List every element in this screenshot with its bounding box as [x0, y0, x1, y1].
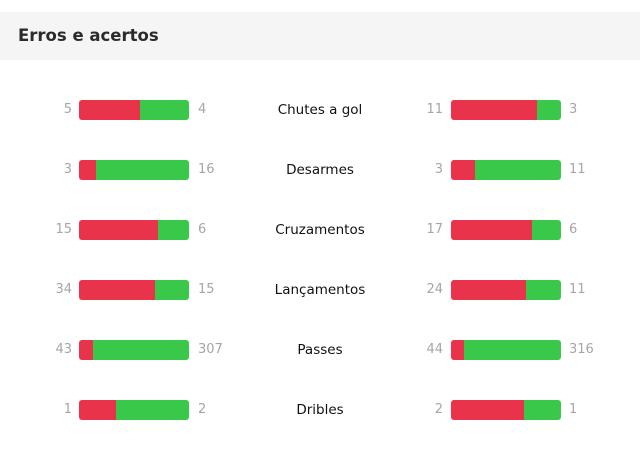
left-ratio-bar	[79, 220, 189, 240]
right-errors-count: 44	[426, 342, 443, 357]
stat-row: 34 15 Lançamentos 24 11	[0, 260, 640, 320]
stats-list: 5 4 Chutes a gol 11 3 3 16 Desarmes 3 11 15 6 Cruzam…	[0, 80, 640, 440]
left-successes-segment	[92, 340, 189, 360]
right-errors-segment	[451, 160, 475, 180]
stat-row: 3 16 Desarmes 3 11	[0, 140, 640, 200]
panel-title: Erros e acertos	[18, 26, 159, 45]
left-successes-segment	[157, 220, 189, 240]
left-successes-count: 15	[198, 282, 215, 297]
right-ratio-bar	[451, 100, 561, 120]
stat-label: Dribles	[296, 402, 344, 418]
left-errors-count: 1	[63, 402, 72, 417]
left-errors-segment	[79, 340, 93, 360]
left-successes-count: 2	[198, 402, 207, 417]
right-successes-segment	[524, 400, 561, 420]
stat-label: Lançamentos	[274, 282, 366, 298]
stat-row: 1 2 Dribles 2 1	[0, 380, 640, 440]
left-errors-count: 34	[55, 282, 72, 297]
left-errors-count: 5	[63, 102, 72, 117]
right-ratio-bar	[451, 220, 561, 240]
right-errors-segment	[451, 220, 533, 240]
right-errors-count: 11	[426, 102, 443, 117]
right-successes-count: 11	[569, 282, 586, 297]
right-errors-count: 17	[426, 222, 443, 237]
right-successes-count: 316	[569, 342, 594, 357]
left-errors-count: 3	[63, 162, 72, 177]
left-successes-count: 6	[198, 222, 207, 237]
right-successes-segment	[474, 160, 561, 180]
left-errors-segment	[79, 220, 158, 240]
left-successes-count: 16	[198, 162, 215, 177]
left-successes-segment	[140, 100, 189, 120]
right-ratio-bar	[451, 340, 561, 360]
right-successes-count: 11	[569, 162, 586, 177]
left-errors-count: 43	[55, 342, 72, 357]
right-errors-segment	[451, 280, 527, 300]
right-errors-segment	[451, 400, 525, 420]
left-successes-segment	[96, 160, 189, 180]
right-successes-count: 3	[569, 102, 578, 117]
left-errors-segment	[79, 160, 97, 180]
left-errors-segment	[79, 400, 116, 420]
left-successes-count: 307	[198, 342, 223, 357]
stat-label: Chutes a gol	[277, 102, 363, 118]
left-errors-segment	[79, 100, 141, 120]
left-successes-segment	[155, 280, 189, 300]
left-successes-count: 4	[198, 102, 207, 117]
left-ratio-bar	[79, 400, 189, 420]
right-ratio-bar	[451, 400, 561, 420]
left-errors-count: 15	[55, 222, 72, 237]
right-successes-segment	[532, 220, 561, 240]
left-ratio-bar	[79, 100, 189, 120]
right-ratio-bar	[451, 160, 561, 180]
stat-label: Passes	[297, 342, 343, 358]
right-successes-count: 6	[569, 222, 578, 237]
right-successes-segment	[464, 340, 561, 360]
stat-label: Desarmes	[286, 162, 354, 178]
left-errors-segment	[79, 280, 156, 300]
right-errors-segment	[451, 340, 465, 360]
right-errors-segment	[451, 100, 538, 120]
left-successes-segment	[115, 400, 189, 420]
right-successes-segment	[526, 280, 561, 300]
stat-label: Cruzamentos	[275, 222, 365, 238]
left-ratio-bar	[79, 340, 189, 360]
left-ratio-bar	[79, 160, 189, 180]
stat-row: 5 4 Chutes a gol 11 3	[0, 80, 640, 140]
right-errors-count: 2	[434, 402, 443, 417]
right-errors-count: 3	[434, 162, 443, 177]
left-ratio-bar	[79, 280, 189, 300]
stat-row: 43 307 Passes 44 316	[0, 320, 640, 380]
right-successes-segment	[537, 100, 561, 120]
right-ratio-bar	[451, 280, 561, 300]
stat-row: 15 6 Cruzamentos 17 6	[0, 200, 640, 260]
right-errors-count: 24	[426, 282, 443, 297]
panel-header: Erros e acertos	[0, 12, 640, 60]
right-successes-count: 1	[569, 402, 578, 417]
